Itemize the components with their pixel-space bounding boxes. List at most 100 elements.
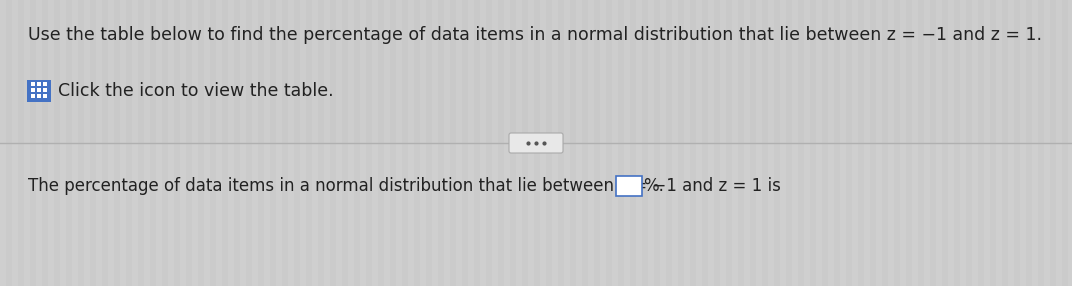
Bar [589, 0, 594, 286]
Bar [647, 0, 654, 286]
Bar [38, 82, 41, 86]
Bar [684, 0, 690, 286]
Bar [492, 0, 498, 286]
Bar [31, 94, 35, 98]
Bar [132, 0, 138, 286]
Bar [180, 0, 187, 286]
Bar [0, 0, 6, 286]
Bar [456, 0, 462, 286]
Bar [756, 0, 762, 286]
Bar [1056, 0, 1062, 286]
Bar [300, 0, 306, 286]
Bar [228, 0, 234, 286]
Bar [38, 94, 41, 98]
FancyBboxPatch shape [509, 133, 563, 153]
Bar [948, 0, 954, 286]
Bar [215, 0, 222, 286]
Bar [432, 0, 438, 286]
Bar [936, 0, 942, 286]
Bar [792, 0, 798, 286]
Bar [43, 82, 47, 86]
Bar [408, 0, 414, 286]
Bar [96, 0, 102, 286]
Text: Use the table below to find the percentage of data items in a normal distributio: Use the table below to find the percenta… [28, 26, 1042, 44]
Bar [144, 0, 150, 286]
Bar [312, 0, 318, 286]
Bar [336, 0, 342, 286]
Bar [768, 0, 774, 286]
Bar [0, 0, 1072, 143]
Bar [1032, 0, 1038, 286]
Bar [804, 0, 810, 286]
Text: %.: %. [643, 177, 664, 195]
Bar [168, 0, 174, 286]
Bar [240, 0, 245, 286]
Bar [1044, 0, 1049, 286]
Bar [996, 0, 1002, 286]
Bar [552, 0, 559, 286]
Bar [24, 0, 30, 286]
Bar [84, 0, 90, 286]
Bar [852, 0, 858, 286]
Bar [984, 0, 991, 286]
Bar [36, 0, 42, 286]
Bar [828, 0, 834, 286]
Bar [420, 0, 426, 286]
Bar [252, 0, 258, 286]
Bar [504, 0, 510, 286]
Bar [624, 0, 630, 286]
Bar [1008, 0, 1014, 286]
Bar [924, 0, 930, 286]
Bar [720, 0, 726, 286]
Text: The percentage of data items in a normal distribution that lie between z = −1 an: The percentage of data items in a normal… [28, 177, 780, 195]
Bar [360, 0, 366, 286]
Bar [912, 0, 918, 286]
Bar [480, 0, 486, 286]
Bar [276, 0, 282, 286]
Bar [636, 0, 642, 286]
Bar [108, 0, 114, 286]
Bar [192, 0, 198, 286]
Bar [708, 0, 714, 286]
Bar [396, 0, 402, 286]
Bar [972, 0, 978, 286]
Bar [816, 0, 822, 286]
Bar [31, 88, 35, 92]
Bar [384, 0, 390, 286]
Bar [120, 0, 126, 286]
Bar [576, 0, 582, 286]
Bar [157, 0, 162, 286]
Bar [31, 82, 35, 86]
Bar [660, 0, 666, 286]
Bar [840, 0, 846, 286]
Bar [348, 0, 354, 286]
Bar [744, 0, 750, 286]
Bar [540, 0, 546, 286]
Bar [696, 0, 702, 286]
Bar [876, 0, 882, 286]
Bar [900, 0, 906, 286]
Bar [204, 0, 210, 286]
Bar [264, 0, 270, 286]
FancyBboxPatch shape [27, 80, 51, 102]
Bar [43, 88, 47, 92]
Text: Click the icon to view the table.: Click the icon to view the table. [58, 82, 333, 100]
Bar [324, 0, 330, 286]
Bar [372, 0, 378, 286]
Bar [468, 0, 474, 286]
Bar [1019, 0, 1026, 286]
Bar [864, 0, 870, 286]
Bar [732, 0, 738, 286]
Bar [12, 0, 18, 286]
Bar [564, 0, 570, 286]
Bar [780, 0, 786, 286]
Bar [72, 0, 78, 286]
FancyBboxPatch shape [616, 176, 642, 196]
Bar [516, 0, 522, 286]
Bar [672, 0, 678, 286]
Bar [48, 0, 54, 286]
Bar [60, 0, 66, 286]
Bar [612, 0, 617, 286]
Bar [961, 0, 966, 286]
Bar [528, 0, 534, 286]
